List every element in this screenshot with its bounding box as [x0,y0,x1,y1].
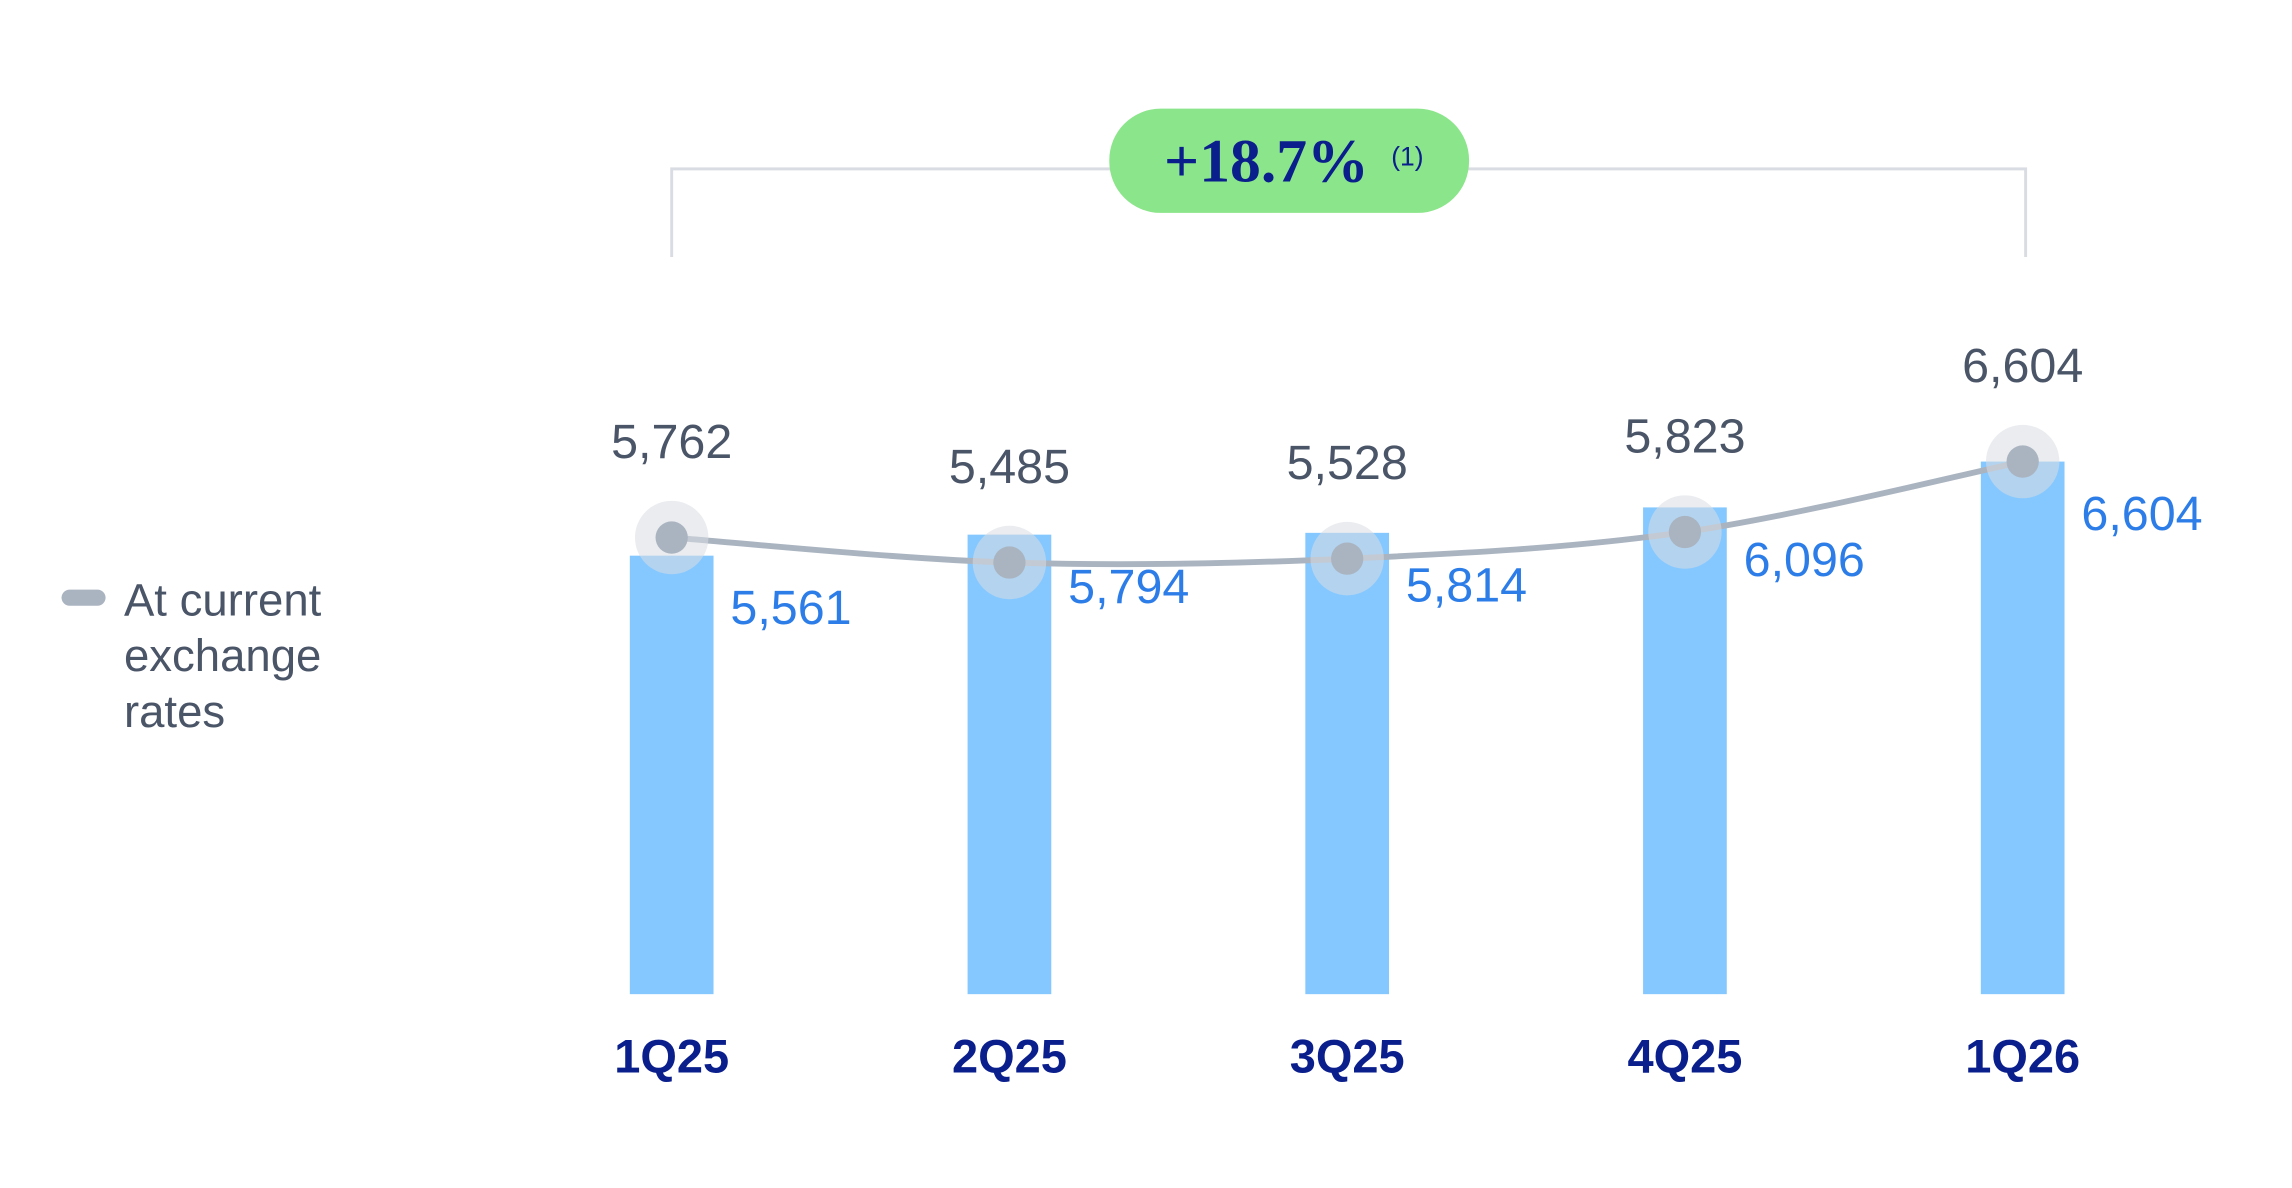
point [1668,515,1702,549]
bar [1643,507,1727,995]
legend-box: At current exchange rates [123,574,322,738]
x-tick-label: 4Q25 [1627,1030,1742,1083]
bar [1980,461,2065,995]
bar [629,555,714,995]
line-value-label: 6,604 [1962,339,2083,393]
point [1331,542,1364,575]
bracket [670,167,2028,257]
bar [1305,532,1390,995]
line-value-label: 5,823 [1624,409,1745,463]
bar-value-label: 6,096 [1744,533,1865,587]
line-value-label: 5,485 [949,440,1070,494]
bar-value-label: 5,794 [1068,560,1189,614]
x-tick-label: 1Q25 [614,1030,729,1083]
bar-value-label: 5,561 [730,581,851,635]
x-tick-label: 1Q26 [1965,1030,2080,1083]
annotation-note: (1) [1391,142,1423,172]
x-tick-label: 2Q25 [952,1030,1067,1083]
line-value-label: 5,762 [611,415,732,469]
point [655,521,688,554]
annotation: +18.7% [1164,128,1369,196]
line-value-label: 5,528 [1287,436,1408,490]
point [2006,445,2039,478]
bar [967,534,1052,995]
bar-value-label: 5,814 [1406,558,1527,612]
x-tick-label: 3Q25 [1290,1030,1405,1083]
legend-label: At current exchange rates [123,574,322,738]
annotation-pill [1109,108,1470,213]
point [993,546,1026,579]
bar-value-label: 6,604 [2081,487,2202,541]
